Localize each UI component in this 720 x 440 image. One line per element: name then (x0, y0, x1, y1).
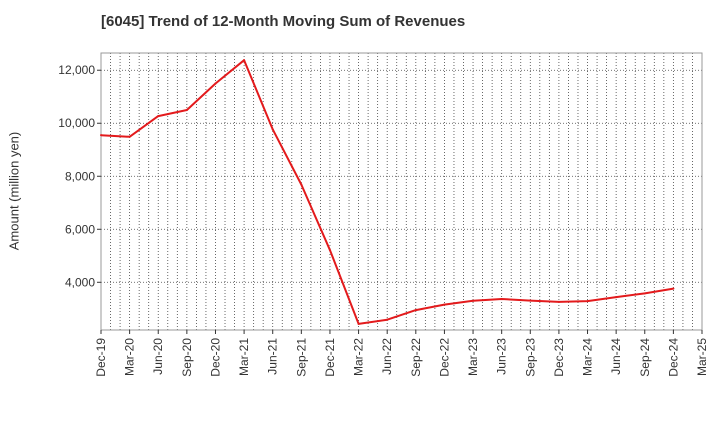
x-axis: Dec-19 Mar-20 Jun-20 Sep-20 Dec-20 Mar-21 Jun-… (94, 330, 709, 377)
series-layer (100, 59, 675, 325)
x-tick-label: Mar-20 (123, 338, 137, 376)
x-tick-label: Sep-20 (180, 338, 194, 377)
x-tick-label: Mar-24 (581, 338, 595, 376)
y-axis: 4,000 6,000 8,000 10,000 12,000 (58, 63, 101, 289)
x-tick-label: Sep-21 (294, 338, 308, 377)
data-point (414, 309, 417, 312)
data-point (185, 108, 188, 111)
x-tick-label: Mar-25 (695, 338, 709, 376)
data-point (615, 296, 618, 299)
data-point (243, 59, 246, 62)
grid (101, 53, 702, 330)
x-tick-label: Jun-20 (151, 338, 165, 375)
x-tick-label: Sep-22 (409, 338, 423, 377)
x-tick-label: Dec-23 (552, 338, 566, 377)
y-tick-label: 12,000 (58, 63, 95, 77)
x-tick-label: Dec-21 (323, 338, 337, 377)
data-point (529, 299, 532, 302)
y-tick-label: 8,000 (65, 169, 95, 183)
x-tick-label: Jun-23 (495, 338, 509, 375)
data-point (300, 183, 303, 186)
x-tick-label: Dec-24 (666, 338, 680, 377)
data-point (643, 292, 646, 295)
x-tick-label: Jun-21 (266, 338, 280, 375)
x-tick-label: Mar-23 (466, 338, 480, 376)
y-tick-label: 10,000 (58, 116, 95, 130)
data-point (386, 318, 389, 321)
data-point (357, 322, 360, 325)
x-tick-label: Mar-22 (352, 338, 366, 376)
data-point (500, 297, 503, 300)
x-tick-label: Sep-23 (523, 338, 537, 377)
x-tick-label: Dec-22 (437, 338, 451, 377)
data-point (472, 299, 475, 302)
x-tick-label: Dec-20 (208, 338, 222, 377)
data-point (557, 300, 560, 303)
data-point (128, 135, 131, 138)
data-point (672, 287, 675, 290)
plot-frame (100, 52, 703, 331)
y-tick-label: 6,000 (65, 222, 95, 236)
x-tick-label: Mar-21 (237, 338, 251, 376)
chart-title: [6045] Trend of 12-Month Moving Sum of R… (101, 13, 466, 30)
data-point (328, 249, 331, 252)
data-point (271, 128, 274, 131)
data-point (443, 303, 446, 306)
x-tick-label: Dec-19 (94, 338, 108, 377)
y-tick-label: 4,000 (65, 275, 95, 289)
data-point (157, 115, 160, 118)
data-point (214, 82, 217, 85)
x-tick-label: Jun-22 (380, 338, 394, 375)
x-tick-label: Jun-24 (609, 338, 623, 375)
x-tick-label: Sep-24 (638, 338, 652, 377)
data-point (586, 300, 589, 303)
data-point (100, 134, 102, 137)
